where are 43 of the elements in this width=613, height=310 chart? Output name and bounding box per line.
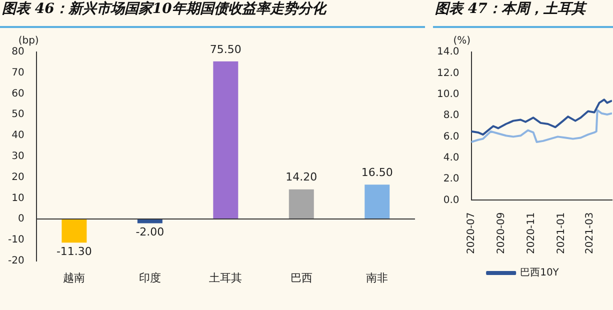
y-tick-label: 8.0 [443,110,460,122]
x-tick-label: 2020-07 [466,212,477,254]
data-label: 14.20 [286,170,318,184]
y-tick-label: -20 [8,255,24,266]
y-tick-label: 12.0 [437,68,460,79]
y-tick-label: 20 [12,172,24,183]
y-tick-label: 60 [12,88,24,100]
bar [62,219,87,243]
x-tick-label: 越南 [63,271,86,284]
y-tick-label: 0 [18,214,24,225]
data-label: -2.00 [136,226,164,239]
x-tick-label: 印度 [138,271,161,284]
y-tick-label: 30 [12,150,24,162]
y-tick-label: 10 [12,192,24,204]
bar [288,189,314,220]
x-tick-label: 2021-03 [584,212,596,254]
y-tick-label: -10 [8,234,24,246]
y-tick-label: 14.0 [437,46,460,58]
legend-label: 巴西10Y [520,268,560,279]
x-tick-label: 巴西 [290,271,312,284]
x-tick-label: 2020-11 [526,212,537,254]
y-tick-label: 50 [12,109,24,120]
data-label: 16.50 [361,166,393,179]
y-tick-label: 10.0 [437,88,460,100]
y-tick-label: 0.0 [443,194,460,206]
x-tick-label: 2021-01 [556,212,567,254]
chart-title: 图表 47：本周，土耳其 [433,0,613,28]
y-tick-label: 80 [12,46,24,58]
bar [364,184,390,220]
x-tick-label: 南非 [366,271,388,284]
y-axis-title: (%) [453,36,471,47]
chart-title: 图表 46：新兴市场国家10年期国债收益率走势分化 [0,0,425,28]
y-tick-label: 40 [12,130,24,142]
y-tick-label: 2.0 [443,174,460,185]
data-label: 75.50 [210,42,242,56]
y-tick-label: 70 [12,67,24,78]
y-axis-title: (bp) [18,36,39,47]
bar [213,61,238,220]
y-tick-label: 4.0 [443,152,460,164]
x-tick-label: 2020-09 [496,212,508,254]
y-tick-label: 6.0 [443,131,460,142]
data-label: -11.30 [56,244,92,258]
x-tick-label: 土耳其 [209,271,242,284]
